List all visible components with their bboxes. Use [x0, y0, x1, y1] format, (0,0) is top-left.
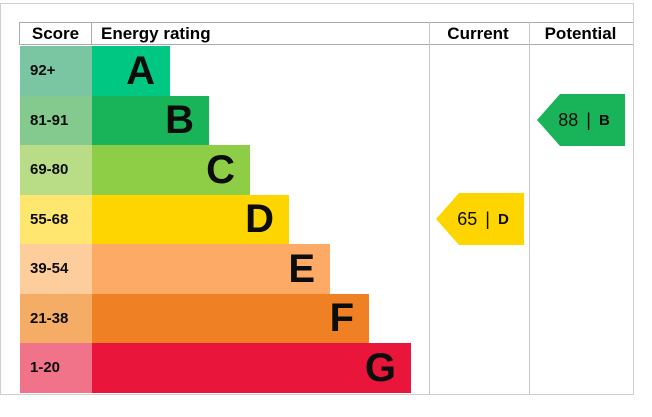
column-header-score: Score [19, 23, 92, 44]
current-rating-text: 65 | D [436, 193, 524, 245]
band-row-b: 81-91 B [20, 95, 411, 145]
band-score-range: 81-91 [20, 95, 92, 145]
band-letter: D [245, 197, 274, 242]
column-header-current: Current [447, 23, 509, 43]
band-row-f: 21-38 F [20, 293, 411, 343]
band-score-range: 21-38 [20, 293, 92, 343]
score-band-separator: | [485, 208, 490, 229]
chart-border [0, 3, 634, 395]
current-band-letter: D [497, 210, 509, 228]
potential-rating-arrow: 88 | B [537, 94, 625, 147]
band-score-range: 92+ [20, 46, 92, 96]
band-score-range: 1-20 [20, 343, 92, 393]
band-row-a: 92+ A [20, 46, 411, 96]
band-row-e: 39-54 E [20, 244, 411, 294]
band-bar-f: F [92, 293, 369, 343]
potential-rating-text: 88 | B [537, 94, 625, 146]
band-score-range: 39-54 [20, 244, 92, 294]
band-bar-b: B [92, 95, 209, 145]
left-arrow-shape [537, 94, 625, 147]
band-letter: F [329, 296, 354, 341]
band-score-range: 69-80 [20, 145, 92, 195]
band-letter: E [288, 246, 315, 291]
potential-band-letter: B [598, 111, 610, 129]
band-bar-d: D [92, 194, 289, 244]
band-bar-c: C [92, 145, 250, 195]
band-letter: B [165, 98, 194, 143]
column-divider-current [429, 22, 430, 394]
band-bar-g: G [92, 343, 411, 393]
energy-rating-bands: 92+ A 81-91 B 69-80 C 55-68 D 39-54 E 21-38 F 1-20 G [20, 46, 411, 393]
band-letter: G [364, 345, 396, 390]
column-header-potential: Potential [544, 23, 617, 43]
potential-score-value: 88 [558, 109, 579, 130]
column-divider-potential [529, 22, 530, 394]
band-score-range: 55-68 [20, 194, 92, 244]
band-bar-e: E [92, 244, 330, 294]
band-letter: C [206, 147, 235, 192]
band-row-g: 1-20 G [20, 343, 411, 393]
column-header-energy-rating: Energy rating [101, 23, 211, 43]
chart-header-row: Score Energy rating Current Potential [19, 22, 633, 45]
current-score-value: 65 [457, 208, 478, 229]
band-row-d: 55-68 D [20, 194, 411, 244]
band-bar-a: A [92, 46, 170, 96]
left-arrow-shape [436, 193, 524, 246]
band-row-c: 69-80 C [20, 145, 411, 195]
band-letter: A [126, 48, 155, 93]
score-band-separator: | [586, 109, 591, 130]
current-rating-arrow: 65 | D [436, 193, 524, 246]
